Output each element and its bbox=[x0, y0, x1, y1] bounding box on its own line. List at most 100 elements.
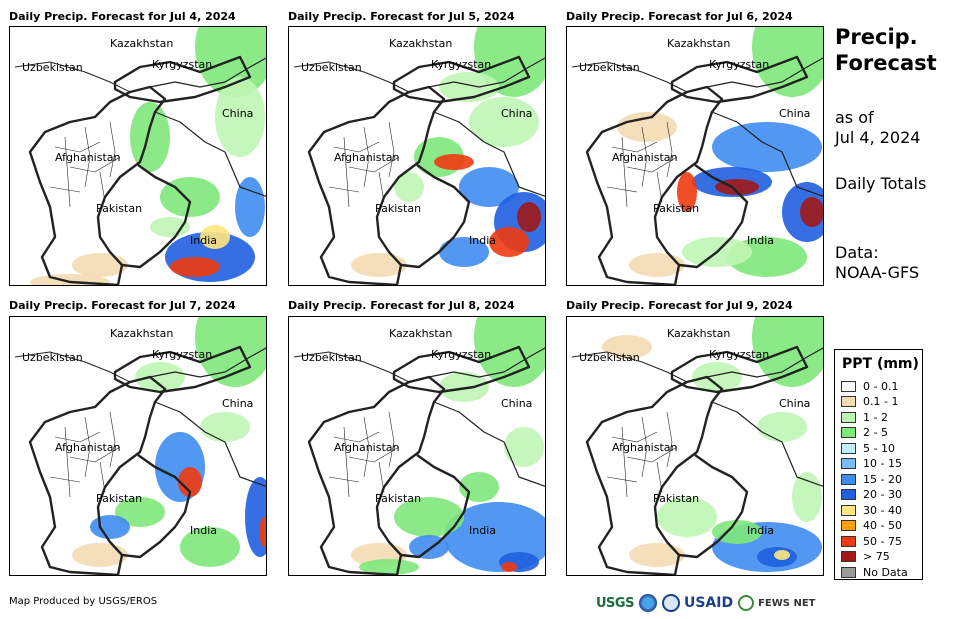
country-label-pakistan: Pakistan bbox=[375, 492, 421, 505]
precip-area bbox=[517, 202, 541, 232]
precip-area bbox=[180, 527, 240, 567]
country-label-uzbekistan: Uzbekistan bbox=[22, 61, 83, 74]
legend-swatch bbox=[841, 489, 856, 500]
country-label-kyrgyzstan: Kyrgyzstan bbox=[152, 348, 212, 361]
country-label-india: India bbox=[747, 234, 774, 247]
country-label-pakistan: Pakistan bbox=[653, 492, 699, 505]
india-china-border bbox=[154, 111, 266, 197]
legend: PPT (mm) 0 - 0.1 0.1 - 1 1 - 2 2 - 5 5 - 10 1… bbox=[834, 349, 923, 580]
province-borders bbox=[49, 411, 121, 498]
precip-area bbox=[439, 237, 489, 267]
china-border bbox=[428, 57, 545, 88]
panel-title-1: Daily Precip. Forecast for Jul 4, 2024 bbox=[9, 10, 236, 23]
pakistan-border bbox=[400, 454, 471, 559]
precip-area bbox=[800, 197, 823, 227]
china-border bbox=[428, 347, 545, 378]
pakistan-border bbox=[121, 164, 192, 269]
province-borders bbox=[328, 121, 400, 208]
legend-item: 40 - 50 bbox=[841, 519, 902, 533]
forecast-title-line1: Precip. bbox=[835, 25, 918, 49]
data-source-value: NOAA-GFS bbox=[835, 263, 920, 282]
precip-area bbox=[602, 335, 652, 359]
legend-swatch bbox=[841, 504, 856, 516]
legend-swatch bbox=[841, 458, 856, 469]
country-label-afghanistan: Afghanistan bbox=[334, 441, 400, 454]
precip-area bbox=[752, 317, 823, 387]
panel-title-4: Daily Precip. Forecast for Jul 7, 2024 bbox=[9, 299, 236, 312]
legend-swatch bbox=[841, 473, 856, 485]
legend-label: No Data bbox=[863, 565, 908, 579]
precip-area bbox=[359, 559, 419, 575]
panel-title-2: Daily Precip. Forecast for Jul 5, 2024 bbox=[288, 10, 515, 23]
legend-item: 0 - 0.1 bbox=[841, 379, 898, 393]
precip-area bbox=[617, 112, 677, 142]
forecast-title: Precip. Forecast bbox=[835, 24, 937, 76]
precip-area bbox=[215, 77, 265, 157]
province-borders bbox=[49, 121, 121, 208]
precip-area bbox=[178, 467, 202, 497]
fews-net-logo: FEWS NET bbox=[758, 597, 816, 609]
precip-map: Kazakhstan Uzbekistan Kyrgyzstan China Afgha… bbox=[14, 317, 266, 575]
precip-area bbox=[195, 317, 266, 387]
legend-label: 5 - 10 bbox=[863, 441, 895, 455]
afghanistan-border bbox=[585, 375, 724, 575]
country-label-kazakhstan: Kazakhstan bbox=[667, 327, 730, 340]
precip-area bbox=[259, 517, 266, 547]
legend-label: 0.1 - 1 bbox=[863, 395, 899, 408]
province-borders bbox=[328, 411, 400, 498]
country-label-kazakhstan: Kazakhstan bbox=[389, 327, 452, 340]
afghanistan-border bbox=[28, 85, 167, 285]
usaid-logo: USAID bbox=[683, 595, 734, 611]
precip-area bbox=[434, 154, 474, 170]
country-label-pakistan: Pakistan bbox=[375, 202, 421, 215]
legend-label: 10 - 15 bbox=[863, 457, 902, 470]
pakistan-border bbox=[121, 454, 192, 559]
country-label-kyrgyzstan: Kyrgyzstan bbox=[709, 58, 769, 71]
precip-area bbox=[474, 317, 545, 387]
legend-swatch bbox=[841, 566, 856, 578]
precip-area bbox=[351, 253, 407, 277]
daily-totals-label: Daily Totals bbox=[835, 174, 927, 193]
precip-area bbox=[657, 497, 717, 537]
precip-area bbox=[394, 172, 424, 202]
map-panel: Kazakhstan Uzbekistan Kyrgyzstan China Afgha… bbox=[9, 316, 267, 576]
country-label-kazakhstan: Kazakhstan bbox=[110, 327, 173, 340]
india-china-border bbox=[433, 111, 545, 197]
pakistan-border bbox=[678, 164, 749, 269]
legend-label: 1 - 2 bbox=[863, 410, 888, 424]
afghanistan-border bbox=[585, 85, 724, 285]
country-label-uzbekistan: Uzbekistan bbox=[301, 351, 362, 364]
country-label-kyrgyzstan: Kyrgyzstan bbox=[709, 348, 769, 361]
india-china-border bbox=[711, 111, 823, 197]
precip-map: Kazakhstan Uzbekistan Kyrgyzstan China Afgha… bbox=[571, 27, 823, 285]
pakistan-border bbox=[678, 454, 749, 559]
uzbekistan-border bbox=[14, 61, 131, 93]
legend-swatch bbox=[841, 411, 856, 423]
country-label-afghanistan: Afghanistan bbox=[612, 441, 678, 454]
china-border bbox=[149, 347, 266, 378]
country-label-pakistan: Pakistan bbox=[653, 202, 699, 215]
precip-area bbox=[130, 102, 170, 172]
precip-area bbox=[629, 253, 685, 277]
uzbekistan-border bbox=[293, 61, 410, 93]
legend-item: 50 - 75 bbox=[841, 534, 902, 548]
as-of-value: Jul 4, 2024 bbox=[835, 128, 921, 147]
precip-area bbox=[757, 412, 807, 442]
country-label-kazakhstan: Kazakhstan bbox=[110, 37, 173, 50]
panel-title-6: Daily Precip. Forecast for Jul 9, 2024 bbox=[566, 299, 793, 312]
precip-area bbox=[72, 253, 128, 277]
afghanistan-border bbox=[307, 85, 446, 285]
country-label-china: China bbox=[501, 397, 532, 410]
legend-label: > 75 bbox=[863, 550, 890, 563]
precip-area bbox=[135, 362, 185, 392]
kyrgyzstan-border bbox=[670, 55, 809, 104]
country-label-uzbekistan: Uzbekistan bbox=[579, 61, 640, 74]
legend-swatch bbox=[841, 442, 856, 454]
country-label-kazakhstan: Kazakhstan bbox=[667, 37, 730, 50]
legend-label: 40 - 50 bbox=[863, 519, 902, 532]
precip-area bbox=[115, 497, 165, 527]
pakistan-border bbox=[400, 164, 471, 269]
kyrgyzstan-border bbox=[392, 345, 531, 394]
map-panel: Kazakhstan Uzbekistan Kyrgyzstan China Afgha… bbox=[566, 316, 824, 576]
precip-area bbox=[469, 97, 539, 147]
